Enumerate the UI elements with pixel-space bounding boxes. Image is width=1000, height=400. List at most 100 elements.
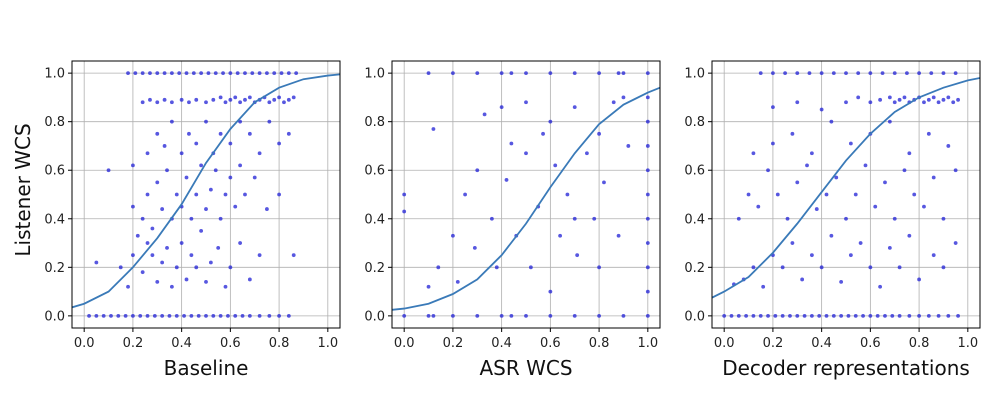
data-point bbox=[878, 284, 883, 289]
data-point bbox=[472, 246, 477, 250]
data-point bbox=[184, 175, 189, 180]
data-point bbox=[548, 119, 553, 124]
data-point bbox=[645, 192, 650, 197]
data-point bbox=[802, 313, 807, 318]
data-point bbox=[87, 313, 91, 318]
data-point bbox=[800, 277, 805, 282]
x-axis-label: Decoder representations bbox=[722, 356, 970, 380]
data-point bbox=[109, 313, 113, 318]
data-point bbox=[277, 141, 281, 146]
data-point bbox=[118, 265, 123, 270]
y-tick-label: 0.0 bbox=[684, 309, 705, 324]
data-point bbox=[572, 216, 577, 221]
data-point bbox=[917, 277, 921, 282]
data-point bbox=[138, 313, 143, 318]
data-point bbox=[626, 144, 631, 148]
data-point bbox=[206, 71, 211, 76]
fit-curve bbox=[392, 86, 660, 311]
y-tick-label: 0.2 bbox=[44, 261, 65, 276]
data-point bbox=[922, 100, 926, 105]
data-point bbox=[917, 313, 921, 318]
data-point bbox=[558, 233, 563, 238]
data-point bbox=[265, 207, 269, 211]
data-point bbox=[844, 100, 848, 105]
data-point bbox=[167, 313, 172, 318]
data-point bbox=[790, 241, 795, 245]
scatter-panel-3: 0.0 0.2 0.4 0.6 0.8 1.0 0.0 0.2 0.4 0.6 0.8 1.0 Deco… bbox=[684, 60, 981, 380]
data-point bbox=[616, 233, 621, 238]
data-point bbox=[824, 313, 829, 318]
data-point bbox=[572, 71, 577, 76]
data-point bbox=[524, 151, 528, 156]
data-point bbox=[247, 277, 252, 282]
data-point bbox=[645, 119, 650, 124]
data-point bbox=[169, 71, 174, 76]
data-point bbox=[152, 313, 157, 318]
data-point bbox=[875, 313, 880, 318]
data-point bbox=[184, 277, 189, 282]
data-point bbox=[931, 175, 936, 180]
x-tick-label: 0.0 bbox=[74, 336, 95, 351]
data-point bbox=[758, 313, 763, 318]
y-tick-label: 0.8 bbox=[44, 115, 65, 130]
data-point bbox=[926, 313, 931, 318]
data-point bbox=[621, 71, 626, 76]
axes-frame bbox=[391, 60, 661, 329]
data-point bbox=[524, 71, 528, 76]
data-point bbox=[116, 313, 121, 318]
data-point bbox=[282, 100, 286, 105]
x-tick-label: 0.6 bbox=[220, 336, 241, 351]
data-point bbox=[204, 313, 208, 318]
data-point bbox=[221, 71, 225, 76]
data-point bbox=[133, 71, 138, 76]
data-point bbox=[216, 246, 221, 250]
data-point bbox=[218, 216, 223, 221]
data-point bbox=[783, 71, 787, 76]
data-point bbox=[645, 313, 650, 318]
y-tick-label: 0.4 bbox=[44, 212, 65, 227]
data-point bbox=[868, 71, 873, 76]
x-tick-label: 0.2 bbox=[443, 336, 464, 351]
data-point bbox=[819, 71, 824, 76]
data-point bbox=[402, 192, 407, 197]
data-point bbox=[257, 151, 262, 156]
data-point bbox=[814, 207, 819, 211]
data-point bbox=[451, 233, 455, 238]
data-point bbox=[277, 192, 281, 197]
x-tick-label: 0.8 bbox=[909, 336, 930, 351]
data-point bbox=[272, 97, 277, 102]
data-point bbox=[751, 313, 756, 318]
data-point bbox=[548, 71, 553, 76]
data-point bbox=[169, 100, 174, 105]
data-point bbox=[572, 105, 577, 110]
data-point bbox=[788, 313, 792, 318]
data-point bbox=[926, 131, 931, 136]
data-point bbox=[238, 241, 243, 245]
data-point bbox=[758, 71, 763, 76]
data-point bbox=[746, 192, 751, 197]
data-point bbox=[858, 241, 863, 245]
data-point bbox=[475, 313, 480, 318]
x-tick-label: 0.8 bbox=[269, 336, 290, 351]
scatter-points bbox=[87, 71, 299, 318]
data-point bbox=[953, 168, 958, 173]
panels: 0.0 0.2 0.4 0.6 0.8 1.0 0.0 0.2 0.4 0.6 0.8 1.0 Base… bbox=[44, 60, 981, 380]
data-point bbox=[892, 100, 897, 105]
data-point bbox=[951, 100, 956, 105]
data-point bbox=[223, 192, 228, 197]
data-point bbox=[785, 216, 790, 221]
data-point bbox=[795, 71, 800, 76]
data-point bbox=[645, 289, 650, 294]
data-point bbox=[402, 313, 407, 318]
data-point bbox=[809, 253, 814, 258]
data-point bbox=[524, 313, 528, 318]
data-point bbox=[211, 97, 216, 102]
data-point bbox=[267, 100, 272, 105]
data-point bbox=[861, 313, 865, 318]
data-point bbox=[160, 207, 165, 211]
data-point bbox=[140, 100, 145, 105]
data-point bbox=[941, 216, 946, 221]
data-point bbox=[194, 97, 199, 102]
data-point bbox=[829, 119, 834, 124]
